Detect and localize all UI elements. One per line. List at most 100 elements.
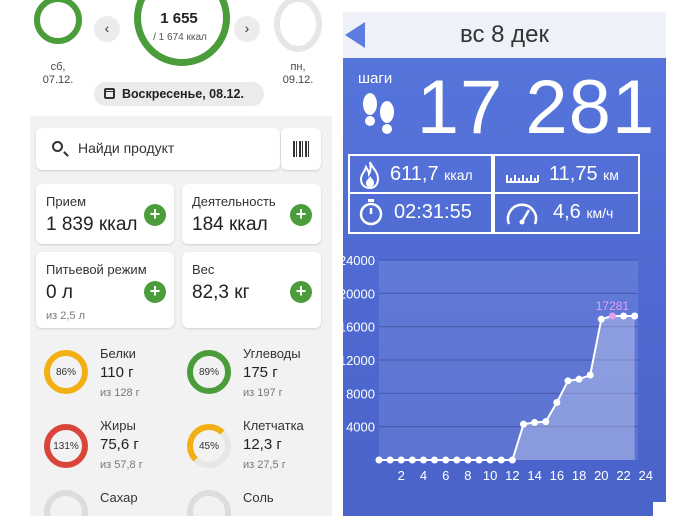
steps-point bbox=[497, 456, 505, 464]
protein-goal: из 128 г bbox=[100, 387, 140, 399]
protein-ring bbox=[44, 350, 88, 394]
carbs-goal: из 197 г bbox=[243, 387, 283, 399]
prev-day-label[interactable]: сб, 07.12. bbox=[42, 61, 74, 86]
fiber-value: 12,3 г bbox=[243, 436, 282, 453]
protein-label: Белки bbox=[100, 346, 136, 361]
pedometer-panel: вс 8 дек шаги 17 281 611,7 ккал 11,75 км… bbox=[343, 12, 666, 516]
y-tick-label: 20000 bbox=[343, 286, 375, 301]
steps-label: шаги bbox=[358, 70, 393, 87]
y-tick-label: 24000 bbox=[343, 256, 375, 268]
steps-point bbox=[520, 420, 528, 428]
steps-point bbox=[531, 419, 539, 426]
speedometer-icon bbox=[506, 203, 538, 225]
steps-point bbox=[442, 456, 450, 464]
next-day-label[interactable]: пн, 09.12. bbox=[282, 61, 314, 86]
x-tick-label: 14 bbox=[527, 468, 541, 483]
chart-plot-area bbox=[379, 260, 638, 460]
y-tick-label: 4000 bbox=[346, 420, 375, 435]
x-tick-label: 22 bbox=[616, 468, 630, 483]
search-product-field[interactable]: Найди продукт bbox=[36, 128, 280, 170]
food-tracker-panel: сб, 07.12. ‹ 1 655 / 1 674 ккал › пн, 09… bbox=[0, 0, 338, 516]
barcode-icon bbox=[293, 141, 309, 157]
add-intake-button[interactable]: + bbox=[144, 204, 166, 226]
steps-point bbox=[386, 456, 394, 464]
footprints-icon bbox=[363, 93, 394, 134]
pedometer-date-title: вс 8 дек bbox=[459, 21, 549, 48]
tile-activity-value: 184 ккал bbox=[192, 214, 268, 235]
salt-label: Соль bbox=[243, 490, 274, 505]
fiber-percent: 45% bbox=[198, 441, 219, 452]
search-icon bbox=[52, 141, 63, 152]
search-input[interactable]: Найди продукт bbox=[78, 140, 175, 156]
steps-point bbox=[431, 456, 439, 464]
back-arrow-icon[interactable] bbox=[345, 22, 365, 48]
y-tick-label: 8000 bbox=[346, 386, 375, 401]
next-day-button[interactable]: › bbox=[234, 16, 260, 42]
speed-unit: км/ч bbox=[586, 205, 614, 221]
fat-value: 75,6 г bbox=[100, 436, 139, 453]
duration-stat: 02:31:55 bbox=[348, 194, 493, 234]
prev-day-ring[interactable] bbox=[34, 0, 82, 44]
tile-activity[interactable]: Деятельность 184 ккал + bbox=[182, 184, 321, 244]
distance-value: 11,75 bbox=[549, 163, 598, 185]
y-tick-label: 12000 bbox=[343, 353, 375, 368]
tile-weight[interactable]: Вес 82,3 кг + bbox=[182, 252, 321, 328]
flame-icon bbox=[359, 161, 380, 189]
next-day-ring[interactable] bbox=[274, 0, 322, 52]
fiber-ring bbox=[187, 424, 231, 468]
salt-ring bbox=[187, 490, 231, 516]
carbs-percent: 89% bbox=[198, 367, 219, 378]
prev-day-button[interactable]: ‹ bbox=[94, 16, 120, 42]
steps-point bbox=[453, 456, 461, 464]
steps-point bbox=[564, 377, 572, 385]
tile-intake[interactable]: Прием 1 839 ккал + bbox=[36, 184, 174, 244]
steps-point bbox=[464, 456, 472, 464]
add-water-button[interactable]: + bbox=[144, 281, 166, 303]
ruler-icon bbox=[506, 175, 539, 183]
tile-activity-title: Деятельность bbox=[192, 194, 276, 209]
steps-point bbox=[419, 456, 427, 464]
sugar-ring bbox=[44, 490, 88, 516]
steps-point bbox=[620, 312, 628, 320]
today-kcal-value: 1 655 bbox=[160, 10, 198, 27]
speed-value: 4,6 bbox=[553, 201, 581, 223]
today-kcal-ring[interactable] bbox=[134, 0, 230, 66]
add-weight-button[interactable]: + bbox=[290, 281, 312, 303]
steps-point bbox=[542, 418, 550, 426]
x-tick-label: 4 bbox=[420, 468, 427, 483]
distance-stat: 11,75 км bbox=[493, 154, 640, 194]
speed-text: 4,6 км/ч bbox=[553, 201, 613, 224]
fat-ring bbox=[44, 424, 88, 468]
tile-intake-value: 1 839 ккал bbox=[46, 214, 138, 235]
tile-water-goal: из 2,5 л bbox=[46, 310, 86, 322]
steps-point bbox=[486, 456, 494, 464]
steps-point bbox=[597, 315, 605, 323]
carbs-label: Углеводы bbox=[243, 346, 301, 361]
x-tick-label: 8 bbox=[464, 468, 471, 483]
tile-water-title: Питьевой режим bbox=[46, 262, 147, 277]
tile-water[interactable]: Питьевой режим 0 л из 2,5 л + bbox=[36, 252, 174, 328]
fiber-label: Клетчатка bbox=[243, 418, 304, 433]
tile-intake-title: Прием bbox=[46, 194, 87, 209]
tile-weight-title: Вес bbox=[192, 262, 215, 277]
fiber-goal: из 27,5 г bbox=[243, 459, 286, 471]
x-tick-label: 18 bbox=[572, 468, 586, 483]
add-activity-button[interactable]: + bbox=[290, 204, 312, 226]
steps-point bbox=[586, 371, 594, 379]
x-tick-label: 10 bbox=[483, 468, 497, 483]
tile-weight-value: 82,3 кг bbox=[192, 282, 250, 303]
x-tick-label: 20 bbox=[594, 468, 608, 483]
y-tick-label: 16000 bbox=[343, 320, 375, 335]
barcode-scan-button[interactable] bbox=[281, 128, 321, 170]
date-selector[interactable]: Воскресенье, 08.12. bbox=[94, 82, 264, 106]
steps-point bbox=[553, 399, 561, 406]
today-kcal-goal: / 1 674 ккал bbox=[153, 32, 207, 43]
calories-value: 611,7 bbox=[390, 163, 439, 185]
date-label: Воскресенье, 08.12. bbox=[122, 87, 244, 101]
steps-point bbox=[631, 312, 639, 320]
steps-point bbox=[508, 456, 516, 464]
steps-area-fill bbox=[379, 315, 635, 460]
pedometer-header: вс 8 дек bbox=[343, 12, 666, 58]
x-tick-label: 12 bbox=[505, 468, 519, 483]
peak-value-label: 17281 bbox=[596, 299, 630, 313]
